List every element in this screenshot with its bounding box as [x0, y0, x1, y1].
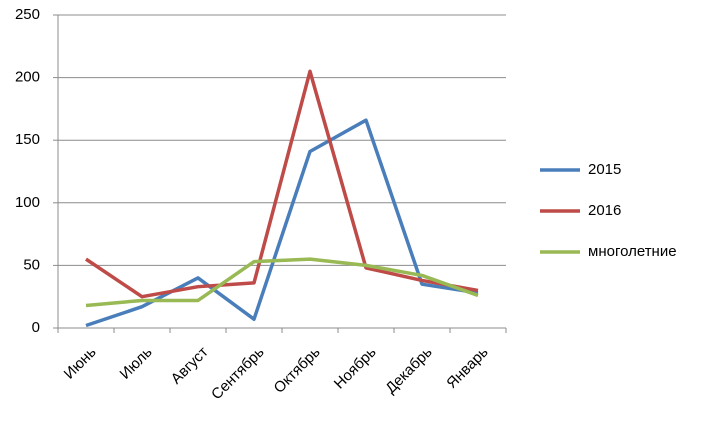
- x-tick-label: Январь: [443, 343, 492, 392]
- x-tick-label: Июнь: [61, 343, 100, 382]
- x-tick-label: Декабрь: [382, 343, 436, 397]
- x-tick-label: Ноябрь: [331, 343, 380, 392]
- y-tick-label: 0: [32, 319, 40, 336]
- x-tick-label: Октябрь: [271, 343, 324, 396]
- series-line: [85, 69, 479, 299]
- x-tick-label: Сентябрь: [208, 343, 268, 403]
- x-tick-label: Август: [168, 344, 212, 388]
- legend-label: 2015: [588, 161, 621, 178]
- x-tick-label: Июль: [117, 343, 156, 382]
- legend-label: 2016: [588, 202, 621, 219]
- y-tick-label: 250: [15, 6, 40, 23]
- y-tick-label: 150: [15, 131, 40, 148]
- series-line: [85, 257, 479, 308]
- y-tick-label: 200: [15, 69, 40, 86]
- y-tick-label: 50: [23, 256, 40, 273]
- legend-label: многолетние: [588, 243, 677, 260]
- y-tick-label: 100: [15, 194, 40, 211]
